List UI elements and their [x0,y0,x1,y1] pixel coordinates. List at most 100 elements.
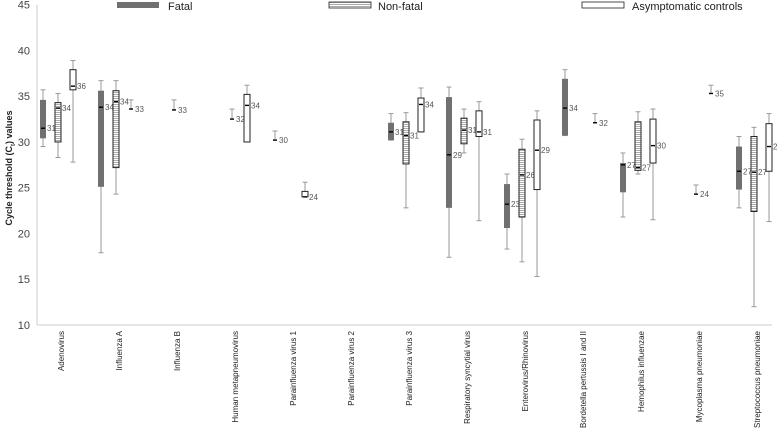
median-label: 29 [541,146,550,155]
box-non-fatal: 26 [518,138,535,263]
median-label: 30 [279,136,288,145]
box-controls: 24 [301,181,318,202]
median-label: 31 [47,124,56,133]
y-tick-label: 30 [18,137,30,149]
legend-label-controls: Asymptomatic controls [632,1,743,13]
box-iqr [417,97,425,133]
x-category-label: Adenovirus [57,331,66,371]
box-non-fatal: 33 [171,99,187,115]
median-label: 26 [526,171,535,180]
x-category-label: Bordetella pertussis I and II [579,331,588,428]
median-label: 34 [251,101,260,110]
y-tick-label: 25 [18,183,30,195]
box-iqr [620,163,626,193]
median-label: 27 [758,168,767,177]
box-fatal: 30 [272,130,288,145]
median-label: 29 [453,151,462,160]
box-non-fatal: 34 [54,92,71,159]
box-iqr [98,90,104,187]
median-label: 32 [236,115,245,124]
median-label: 31 [483,128,492,137]
box-iqr [504,184,510,228]
box-non-fatal: 31 [460,108,477,154]
y-axis-label: Cycle threshold (Ct) values [4,110,17,225]
box-iqr [562,78,568,136]
box-non-fatal: 32 [229,108,245,124]
median-label: 32 [599,119,608,128]
median-label: 36 [77,82,86,91]
median-label: 34 [120,98,129,107]
median-label: 29 [773,143,778,152]
box-non-fatal: 27 [750,126,767,308]
median-label: 31 [410,132,419,141]
y-tick-label: 35 [18,91,30,103]
median-label: 33 [178,106,187,115]
median-label: 27 [627,161,636,170]
median-label: 31 [395,128,404,137]
box-controls: 29 [533,110,550,277]
box-fatal: 23 [504,173,520,250]
legend-label-non-fatal: Non-fatal [378,1,423,13]
box-iqr [243,93,251,143]
box-iqr [112,90,120,169]
legend: Fatal Non-fatal Asymptomatic controls [117,1,743,13]
box-non-fatal: 31 [402,112,419,209]
box-controls: 35 [708,84,724,98]
x-category-label: Parainfluenza virus 1 [289,330,298,405]
box-fatal: 31 [40,89,56,148]
x-category-label: Parainfluenza virus 3 [405,330,414,405]
box-controls: 32 [592,113,608,128]
y-tick-label: 40 [18,45,30,57]
x-category-label: Mycoplasma pneumoniae [695,330,704,422]
x-category-label: Influenza B [173,331,182,371]
x-category-label: Parainfluenza virus 2 [347,330,356,405]
box-fatal: 31 [388,113,404,141]
box-iqr [750,135,758,213]
median-label: 34 [569,104,578,113]
y-tick-label: 10 [18,320,30,332]
legend-swatch-controls [581,1,625,9]
box-controls: 34 [417,87,434,133]
box-controls: 31 [475,101,492,222]
box-iqr [460,117,468,145]
box-iqr [402,121,410,165]
median-label: 24 [700,190,709,199]
median-label: 35 [715,89,724,98]
box-non-fatal: 27 [634,111,651,175]
legend-swatch-fatal [117,2,159,8]
box-iqr [533,119,541,191]
box-controls: 34 [243,84,260,143]
box-iqr [446,97,452,208]
box-iqr [765,123,773,172]
box-iqr [475,110,483,137]
median-label: 27 [743,167,752,176]
box-fatal: 34 [562,69,578,137]
axes: 10 15 20 25 30 35 40 45 Adenovirus Influenza A Inf… [18,0,772,428]
plot-marks: 31 34 36 34 34 33 33 32 34 30 24 31 31 34 29 31 31 23 26 29… [40,60,778,308]
x-category-label: Hemophilus influenzae [637,330,646,411]
box-controls: 29 [765,113,778,223]
x-category-label: Respiratory syncytial virus [463,331,472,424]
legend-swatch-non-fatal [328,1,372,9]
box-iqr [518,148,526,218]
median-label: 34 [425,100,434,109]
legend-label-fatal: Fatal [168,1,192,13]
median-label: 33 [135,105,144,114]
y-tick-label: 15 [18,274,30,286]
box-fatal: 29 [446,86,462,258]
y-tick-label: 20 [18,228,30,240]
median-label: 30 [657,142,666,151]
y-tick-label: 45 [18,0,30,12]
x-category-label: Human metapneumovirus [231,331,240,423]
box-fatal: 27 [736,135,752,209]
box-controls: 33 [128,99,144,114]
median-label: 27 [642,164,651,173]
box-iqr [69,69,77,91]
median-label: 24 [309,193,318,202]
median-label: 34 [62,104,71,113]
box-iqr [649,118,657,164]
box-iqr [634,121,642,171]
box-non-fatal: 24 [693,184,709,199]
box-iqr [40,99,46,139]
